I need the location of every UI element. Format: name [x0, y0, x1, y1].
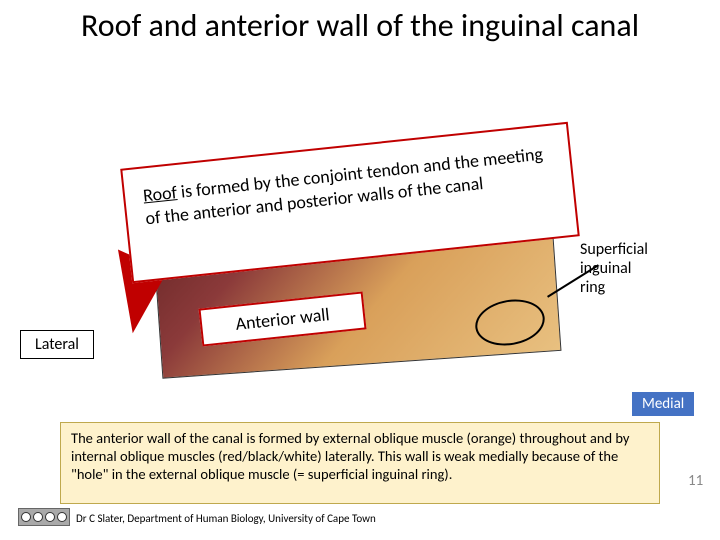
roof-callout-text: Roof is formed by the conjoint tendon an… [142, 142, 555, 231]
nc-icon [45, 512, 55, 522]
sa-icon [57, 512, 67, 522]
by-icon [33, 512, 43, 522]
medial-label: Medial [632, 392, 694, 416]
description-box: The anterior wall of the canal is formed… [60, 422, 660, 504]
anterior-wall-text: Anterior wall [234, 303, 330, 335]
roof-text-body: is formed by the conjoint tendon and the… [144, 143, 543, 230]
superficial-ring-label: Superficial inguinal ring [580, 240, 648, 297]
lateral-label: Lateral [20, 330, 94, 359]
attribution-text: Dr C Slater, Department of Human Biology… [76, 512, 376, 525]
cc-icon [21, 512, 31, 522]
page-number: 11 [688, 472, 703, 490]
roof-label-underlined: Roof [142, 181, 178, 206]
slide-title: Roof and anterior wall of the inguinal c… [0, 0, 720, 45]
cc-license-badge [18, 508, 70, 526]
diagram-area: Roof is formed by the conjoint tendon an… [95, 125, 635, 385]
